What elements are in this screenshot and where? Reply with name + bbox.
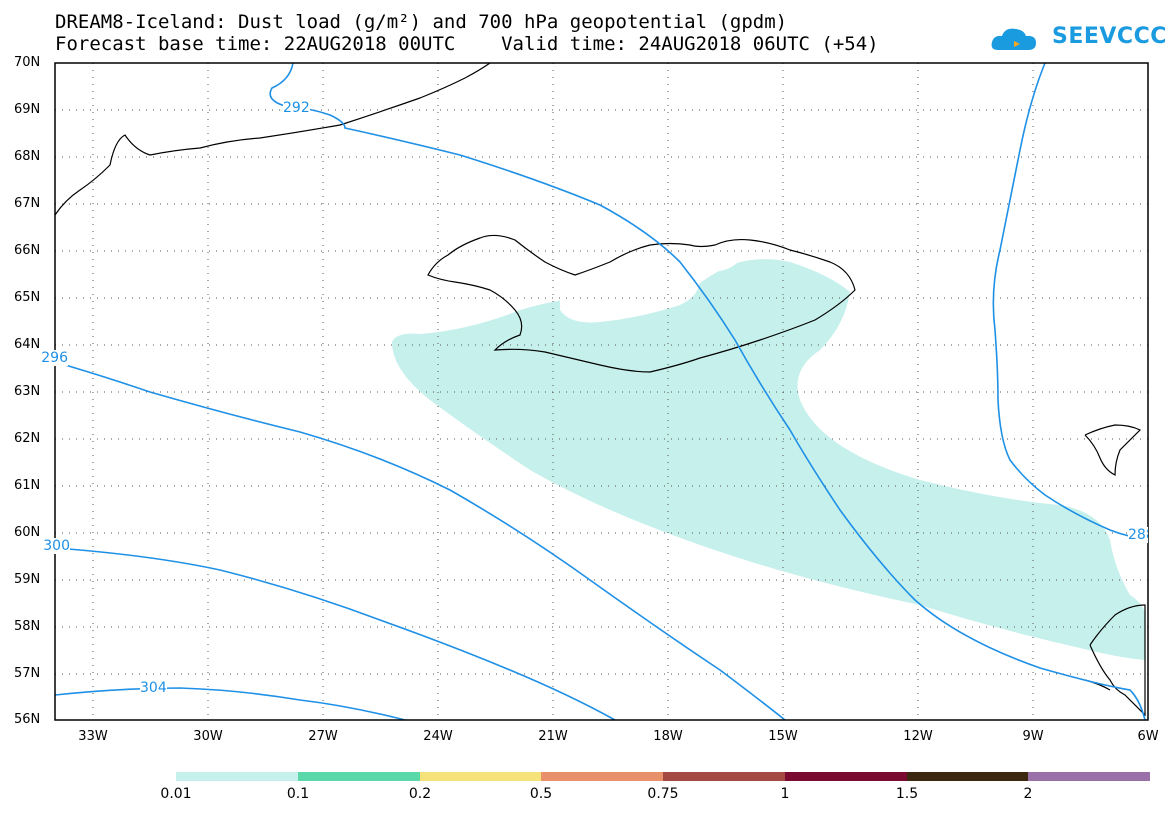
contour-label-300: 300: [44, 538, 70, 554]
lat-label: 66N: [14, 243, 41, 258]
colorbar-label: 2: [1023, 786, 1033, 802]
lat-label: 69N: [14, 102, 41, 117]
lat-label: 70N: [14, 55, 41, 70]
colorbar-label: 0.5: [529, 786, 553, 802]
lat-label: 57N: [14, 666, 41, 681]
lon-label: 24W: [423, 729, 453, 744]
colorbar-swatch: [1028, 772, 1150, 781]
contour-label-296: 296: [42, 350, 68, 366]
colorbar-label: 1.5: [895, 786, 919, 802]
lat-label: 68N: [14, 149, 41, 164]
lon-label: 30W: [193, 729, 223, 744]
contour-300: [54, 547, 616, 721]
contour-label-288: 288: [1128, 527, 1148, 543]
lat-label: 67N: [14, 196, 41, 211]
dust-load-region: [392, 259, 1145, 660]
lon-label: 12W: [903, 729, 933, 744]
lat-label: 60N: [14, 525, 41, 540]
cloud-logo-icon: [991, 28, 1036, 50]
lon-label: 33W: [78, 729, 108, 744]
lat-label: 65N: [14, 290, 41, 305]
lat-label: 56N: [14, 712, 41, 727]
lat-label: 58N: [14, 619, 41, 634]
contour-label-292: 292: [283, 100, 310, 116]
colorbar: [176, 772, 1150, 781]
lat-label: 59N: [14, 572, 41, 587]
colorbar-swatch: [419, 772, 542, 781]
colorbar-swatch: [906, 772, 1029, 781]
colorbar-label: 0.01: [160, 786, 192, 802]
lon-label: 15W: [768, 729, 798, 744]
iceland-clear-area: [560, 261, 700, 323]
colorbar-swatch: [176, 772, 298, 781]
contour-296: [54, 361, 786, 721]
colorbar-swatch: [541, 772, 663, 781]
faroe-coast: [1084, 424, 1142, 476]
colorbar-label: 1: [780, 786, 790, 802]
colorbar-label: 0.75: [647, 786, 679, 802]
colorbar-swatch: [663, 772, 785, 781]
colorbar-label: 0.2: [408, 786, 432, 802]
colorbar-swatch: [784, 772, 907, 781]
lon-label: 9W: [1022, 729, 1044, 744]
lon-label: 18W: [653, 729, 683, 744]
contour-304: [54, 687, 406, 721]
greenland-coast: [54, 62, 491, 216]
iceland-coast: [427, 234, 856, 373]
map-title-line2: Forecast base time: 22AUG2018 00UTC Vali…: [55, 33, 879, 55]
map-title-line1: DREAM8-Iceland: Dust load (g/m²) and 700…: [55, 11, 788, 33]
map-frame: [54, 62, 1149, 721]
lat-label: 62N: [14, 431, 41, 446]
scotland-coast: [1089, 604, 1146, 717]
geopotential-contours: [54, 62, 1149, 721]
lat-label: 61N: [14, 478, 41, 493]
lon-label: 6W: [1137, 729, 1159, 744]
contour-label-304: 304: [140, 680, 167, 696]
graticule: [55, 63, 1148, 720]
coastlines: [54, 62, 1146, 717]
contour-288: [992, 62, 1149, 539]
colorbar-swatch: [297, 772, 420, 781]
lat-label: 63N: [14, 384, 41, 399]
lon-label: 27W: [308, 729, 338, 744]
colorbar-label: 0.1: [286, 786, 310, 802]
lon-label: 21W: [538, 729, 568, 744]
lat-label: 64N: [14, 337, 41, 352]
contour-292: [269, 62, 1146, 721]
logo-text: SEEVCCC: [1052, 24, 1167, 49]
